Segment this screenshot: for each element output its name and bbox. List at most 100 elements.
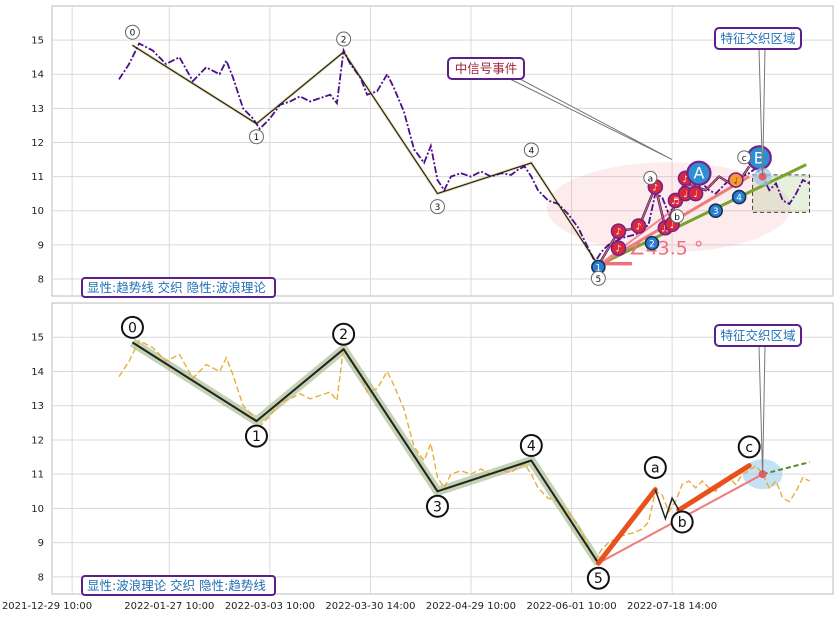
x-tick-label: 2022-03-30 14:00 — [325, 601, 415, 612]
corrective-b — [654, 489, 680, 522]
top-y-tick-label: 12 — [31, 138, 44, 149]
signal-marker-label: 2 — [649, 240, 655, 250]
impulse-c — [676, 463, 752, 513]
top-price-line — [118, 42, 810, 264]
wave-point-marker — [425, 494, 449, 518]
signal-marker — [644, 235, 660, 251]
signal-marker-label: ♪ — [652, 183, 658, 193]
signal-marker-label: ♩ — [670, 221, 674, 231]
bottom-y-tick-label: 10 — [31, 504, 44, 515]
sub-wave-label: c — [745, 440, 753, 456]
x-tick-label: 2022-01-27 10:00 — [124, 601, 214, 612]
wave-point-marker — [336, 31, 352, 47]
x-tick-label: 2022-06-01 10:00 — [526, 601, 616, 612]
wave-line — [131, 341, 600, 564]
sub-wave-marker — [643, 170, 658, 185]
signal-marker-label: ♪ — [616, 245, 622, 255]
trend-line — [597, 209, 673, 267]
wave-point-label: 3 — [433, 499, 442, 515]
x-tick-label: 2022-04-29 10:00 — [426, 601, 516, 612]
signal-big-marker — [686, 160, 712, 186]
wave-point-marker — [248, 129, 264, 145]
sub-wave-label: b — [674, 213, 680, 223]
wave-point-marker — [244, 424, 268, 448]
wave-point-marker — [523, 142, 539, 158]
signal-marker-label: ♩ — [693, 190, 697, 200]
bottom-legend-label: 显性:波浪理论 交织 隐性:趋势线 — [87, 578, 266, 593]
top-y-tick-label: 9 — [38, 240, 44, 251]
signal-marker — [610, 223, 627, 239]
signal-marker — [687, 185, 704, 202]
wave-point-label: 4 — [528, 146, 534, 156]
signal-marker-label: ♪ — [636, 223, 642, 233]
sub-wave-label: a — [651, 460, 660, 476]
top-y-tick-label: 11 — [31, 172, 44, 183]
bottom-y-tick-label: 9 — [38, 538, 44, 549]
top-y-tick-label: 14 — [31, 70, 44, 81]
callout-box — [714, 27, 802, 50]
wave-point-marker — [332, 322, 356, 346]
sub-wave-label: a — [648, 174, 654, 184]
signal-marker — [610, 240, 627, 257]
top-legend-box — [81, 277, 276, 298]
callout-text: 特征交织区域 — [720, 31, 795, 46]
trend-line — [762, 461, 810, 476]
wave-point-label: 0 — [130, 29, 136, 39]
wave-point-label: 1 — [254, 133, 260, 143]
bottom-y-tick-label: 13 — [31, 401, 44, 412]
wave-point-label: 5 — [594, 571, 603, 587]
bottom-y-tick-label: 15 — [31, 333, 44, 344]
impulse-a — [595, 487, 658, 566]
top-y-tick-label: 8 — [38, 274, 44, 285]
wave-line — [132, 44, 599, 266]
callout-box — [714, 324, 802, 347]
signal-big-marker-label: B — [754, 148, 765, 167]
angle-label: ∠43.5 ° — [629, 237, 704, 259]
wave-point-marker — [519, 433, 543, 457]
bottom-price-line — [118, 339, 810, 562]
trend-line — [597, 163, 807, 267]
signal-marker — [708, 203, 723, 219]
signal-big-marker-label: A — [693, 164, 704, 183]
top-y-tick-label: 15 — [31, 36, 44, 47]
signal-marker — [731, 189, 747, 205]
top-legend-label: 显性:趋势线 交织 隐性:波浪理论 — [87, 280, 266, 295]
x-axis: 2021-12-29 10:00 2022-01-27 10:00 2022-03-… — [2, 601, 717, 612]
signal-marker-label: 3 — [713, 207, 719, 217]
wave-point-label: 5 — [595, 275, 601, 285]
sub-wave-marker — [643, 455, 667, 479]
wave-point-label: 3 — [435, 203, 441, 213]
signal-marker-label: 4 — [736, 194, 742, 204]
top-plot-frame — [51, 5, 834, 297]
signal-marker-label: ♩ — [734, 177, 738, 187]
signal-marker-label: ♪ — [683, 175, 689, 185]
sub-wave-label: b — [678, 515, 687, 531]
signal-marker-label: ♬ — [671, 197, 679, 207]
signal-marker-label: ♩ — [683, 190, 687, 200]
signal-marker-label: ♬ — [661, 224, 669, 234]
callout-text: 特征交织区域 — [720, 328, 795, 343]
top-y-tick-label: 10 — [31, 206, 44, 217]
signal-marker — [630, 218, 647, 234]
signal-marker — [727, 172, 744, 188]
wave-point-marker — [590, 270, 606, 286]
wave-point-label: 4 — [527, 438, 536, 454]
signal-marker-label: ♪ — [616, 228, 622, 238]
x-tick-label: 2021-12-29 10:00 — [2, 601, 92, 612]
sub-wave-marker — [670, 510, 694, 534]
bottom-plot-frame — [51, 302, 834, 595]
wave-point-label: 2 — [339, 327, 348, 343]
x-tick-label: 2022-03-03 10:00 — [225, 601, 315, 612]
sub-wave-marker — [737, 435, 761, 459]
wave-point-marker — [120, 315, 144, 339]
wave-point-label: 0 — [128, 320, 137, 336]
sub-wave-label: c — [742, 154, 747, 164]
top-y-tick-label: 13 — [31, 104, 44, 115]
x-tick-label: 2022-07-18 14:00 — [627, 601, 717, 612]
sub-wave-marker — [670, 209, 685, 224]
bottom-legend-box — [81, 575, 276, 596]
